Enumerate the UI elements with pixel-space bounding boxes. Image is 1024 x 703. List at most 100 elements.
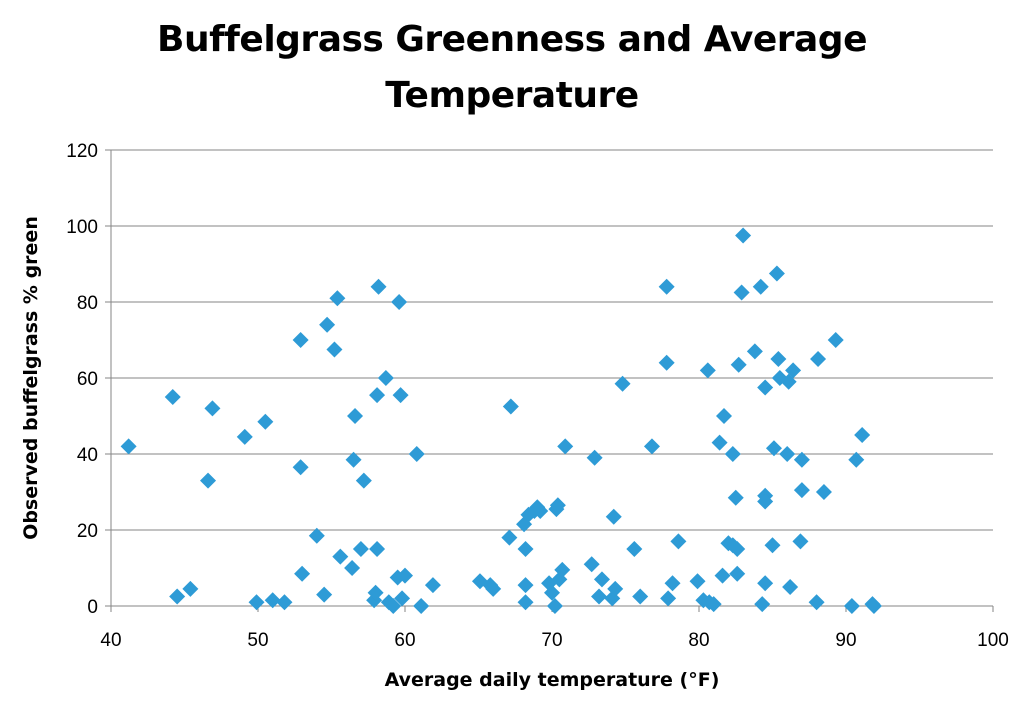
data-point <box>367 584 384 601</box>
y-tick-label: 120 <box>66 141 98 162</box>
y-tick-label: 100 <box>66 217 98 238</box>
chart-title-line-2: Temperature <box>385 75 639 116</box>
data-point <box>699 362 716 379</box>
data-point <box>394 590 411 607</box>
data-point <box>344 560 361 576</box>
data-point <box>815 484 832 500</box>
data-point <box>711 434 728 451</box>
y-tick-label: 60 <box>77 369 98 390</box>
data-point <box>705 596 722 613</box>
data-point <box>257 413 274 430</box>
data-point <box>785 362 802 379</box>
data-point <box>808 594 825 611</box>
data-point <box>264 592 281 609</box>
data-point <box>660 590 677 607</box>
data-point <box>664 575 681 592</box>
data-point <box>591 588 608 605</box>
data-point <box>793 482 810 499</box>
data-point <box>485 580 502 597</box>
data-point <box>605 508 622 525</box>
data-point <box>517 541 534 557</box>
data-point <box>658 354 675 371</box>
data-point <box>517 594 534 611</box>
x-tick-label: 40 <box>100 630 121 651</box>
data-point <box>848 451 865 468</box>
data-point <box>746 343 763 360</box>
chart-title-line-1: Buffelgrass Greenness and Average <box>157 19 867 60</box>
data-point <box>369 541 386 557</box>
data-point <box>643 438 660 455</box>
data-point <box>854 427 871 443</box>
data-point <box>765 440 782 457</box>
data-point <box>593 571 610 588</box>
data-point <box>770 351 787 367</box>
data-point <box>768 265 785 282</box>
data-point <box>729 541 746 557</box>
data-point <box>792 533 809 550</box>
chart-title: Buffelgrass Greenness and Average Temper… <box>0 12 1024 124</box>
data-point <box>727 489 744 506</box>
data-point <box>385 598 402 614</box>
data-point <box>546 598 563 614</box>
data-point <box>715 408 732 424</box>
data-point <box>532 503 549 519</box>
y-tick-label: 80 <box>77 293 98 314</box>
data-point <box>248 594 265 611</box>
data-point <box>345 451 362 468</box>
data-point <box>391 294 408 310</box>
data-point <box>614 375 631 392</box>
data-point <box>292 459 309 476</box>
y-axis-label: Observed buffelgrass % green <box>20 216 42 540</box>
data-point <box>779 446 796 462</box>
data-point <box>730 356 747 373</box>
data-point <box>204 400 221 417</box>
x-tick-label: 90 <box>835 630 856 651</box>
gridlines <box>111 149 993 531</box>
data-point <box>757 575 774 592</box>
data-point <box>352 541 369 557</box>
y-axis-ticks: 0 20 40 60 80 100 120 <box>66 141 111 618</box>
data-point <box>517 577 534 594</box>
data-point <box>424 577 441 594</box>
data-point <box>413 598 430 614</box>
data-point <box>326 341 343 358</box>
data-point <box>276 594 293 611</box>
data-point <box>544 584 560 601</box>
data-point <box>607 580 624 597</box>
x-tick-label: 100 <box>977 630 1009 651</box>
data-point <box>347 408 364 424</box>
x-tick-label: 80 <box>688 630 709 651</box>
data-point <box>164 389 181 405</box>
data-point <box>632 588 649 605</box>
data-point <box>658 278 675 295</box>
data-point <box>670 533 687 550</box>
data-point <box>843 598 860 614</box>
data-point <box>549 497 566 514</box>
data-point <box>810 351 827 367</box>
data-point <box>752 278 769 295</box>
data-points <box>120 227 882 614</box>
y-tick-label: 0 <box>87 597 98 618</box>
data-point <box>583 556 600 573</box>
data-point <box>316 586 333 603</box>
data-point <box>370 278 387 295</box>
data-point <box>724 446 741 462</box>
data-point <box>308 527 325 544</box>
data-point <box>764 537 781 554</box>
data-point <box>757 379 774 396</box>
data-point <box>292 332 309 348</box>
data-point <box>392 387 409 404</box>
x-tick-label: 50 <box>247 630 268 651</box>
data-point <box>294 565 311 582</box>
y-tick-label: 20 <box>77 521 98 542</box>
data-point <box>169 588 186 605</box>
data-point <box>626 541 643 557</box>
data-point <box>369 387 386 404</box>
data-point <box>729 565 746 582</box>
data-point <box>236 428 253 445</box>
data-point <box>735 227 752 244</box>
data-point <box>714 567 731 584</box>
data-point <box>182 580 199 597</box>
data-point <box>827 332 844 348</box>
data-point <box>397 567 413 584</box>
